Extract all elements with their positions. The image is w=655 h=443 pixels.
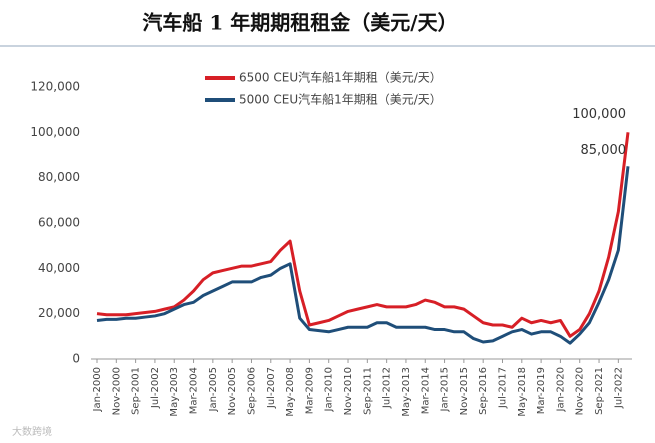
x-tick-label: Sep-2016 xyxy=(478,367,489,415)
data-label: 85,000 xyxy=(581,143,627,158)
x-tick-label: Nov-2000 xyxy=(111,367,122,415)
y-tick-label: 40,000 xyxy=(38,261,80,275)
x-tick-label: May-2008 xyxy=(285,367,296,417)
x-tick-label: Mar-2009 xyxy=(304,367,315,414)
chart-title: 汽车船 1 年期期租租金（美元/天） xyxy=(142,11,457,35)
x-tick-label: Jul-2012 xyxy=(382,367,393,409)
y-tick-label: 20,000 xyxy=(38,306,80,320)
series-line xyxy=(96,166,630,345)
y-tick-label: 80,000 xyxy=(38,170,80,184)
x-tick-label: Jan-2020 xyxy=(555,367,566,412)
legend-label: 5000 CEU汽车船1年期租（美元/天） xyxy=(239,92,442,107)
y-tick-label: 100,000 xyxy=(30,125,80,139)
x-tick-label: Nov-2015 xyxy=(459,367,470,415)
x-tick-label: Jul-2017 xyxy=(497,367,508,409)
watermark: 大数跨境 xyxy=(12,425,52,438)
x-tick-label: Sep-2001 xyxy=(131,367,142,415)
x-tick-label: Sep-2006 xyxy=(246,367,257,415)
x-tick-label: Jan-2000 xyxy=(92,367,103,412)
x-tick-label: Mar-2014 xyxy=(420,367,431,414)
x-tick-label: May-2013 xyxy=(401,367,412,417)
x-tick-label: Jan-2015 xyxy=(440,367,451,412)
x-tick-label: Sep-2021 xyxy=(594,367,605,415)
legend-label: 6500 CEU汽车船1年期租（美元/天） xyxy=(239,70,442,85)
x-tick-label: Nov-2020 xyxy=(575,367,586,415)
x-tick-label: Nov-2005 xyxy=(227,367,238,415)
x-tick-label: Nov-2010 xyxy=(343,367,354,415)
series-line xyxy=(96,132,630,338)
x-tick-label: Mar-2004 xyxy=(189,367,200,414)
x-tick-label: Jan-2005 xyxy=(208,367,219,412)
x-tick-label: Jul-2002 xyxy=(150,367,161,409)
y-tick-label: 60,000 xyxy=(38,216,80,230)
x-tick-label: Jul-2007 xyxy=(266,367,277,409)
x-tick-label: Jan-2010 xyxy=(324,367,335,412)
y-tick-label: 120,000 xyxy=(30,80,80,94)
x-tick-label: May-2018 xyxy=(517,367,528,417)
x-tick-label: Jul-2022 xyxy=(613,367,624,409)
x-tick-label: Mar-2019 xyxy=(536,367,547,414)
y-tick-label: 0 xyxy=(72,352,80,366)
x-tick-label: May-2003 xyxy=(169,367,180,417)
data-label: 100,000 xyxy=(572,107,626,122)
x-tick-label: Sep-2011 xyxy=(362,367,373,415)
